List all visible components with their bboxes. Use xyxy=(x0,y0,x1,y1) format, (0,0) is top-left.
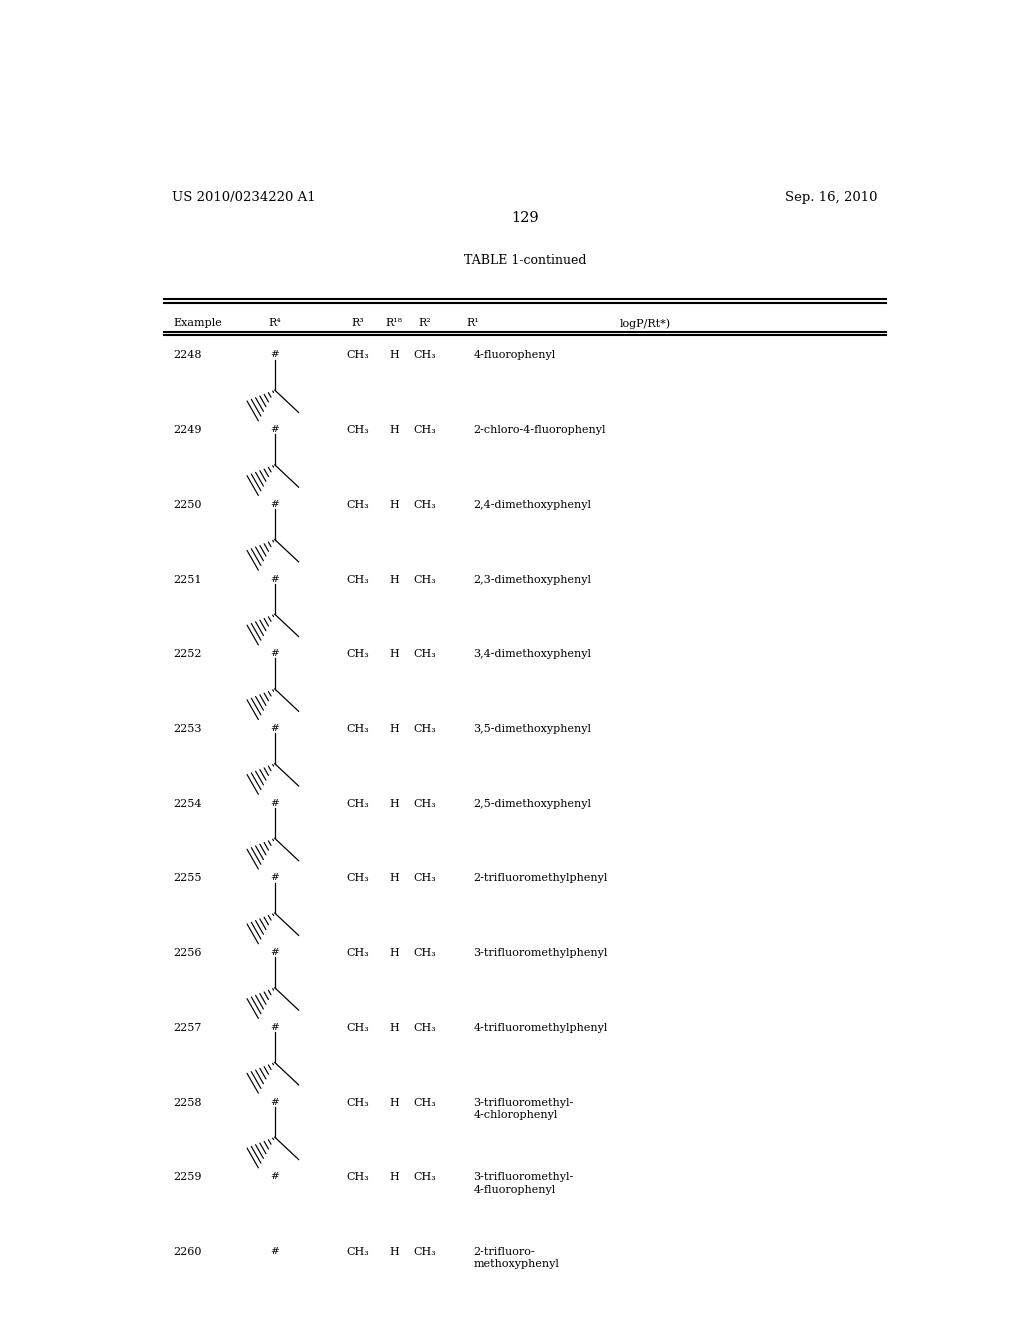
Text: #: # xyxy=(270,1172,280,1181)
Text: CH₃: CH₃ xyxy=(347,1247,370,1257)
Text: #: # xyxy=(270,425,280,434)
Text: logP/Rt*): logP/Rt*) xyxy=(620,318,671,329)
Text: 2-trifluoromethylphenyl: 2-trifluoromethylphenyl xyxy=(473,874,607,883)
Text: CH₃: CH₃ xyxy=(414,725,436,734)
Text: H: H xyxy=(389,351,398,360)
Text: CH₃: CH₃ xyxy=(347,874,370,883)
Text: #: # xyxy=(270,725,280,733)
Text: H: H xyxy=(389,1247,398,1257)
Text: R³: R³ xyxy=(352,318,365,327)
Text: 4-trifluoromethylphenyl: 4-trifluoromethylphenyl xyxy=(473,1023,607,1032)
Text: CH₃: CH₃ xyxy=(414,351,436,360)
Text: Example: Example xyxy=(173,318,222,327)
Text: 2254: 2254 xyxy=(173,799,202,809)
Text: R¹: R¹ xyxy=(467,318,479,327)
Text: TABLE 1-continued: TABLE 1-continued xyxy=(464,253,586,267)
Text: H: H xyxy=(389,649,398,659)
Text: H: H xyxy=(389,425,398,436)
Text: #: # xyxy=(270,1247,280,1255)
Text: #: # xyxy=(270,948,280,957)
Text: #: # xyxy=(270,1097,280,1106)
Text: 2257: 2257 xyxy=(173,1023,202,1032)
Text: #: # xyxy=(270,351,280,359)
Text: #: # xyxy=(270,799,280,808)
Text: 2253: 2253 xyxy=(173,725,202,734)
Text: CH₃: CH₃ xyxy=(347,500,370,510)
Text: CH₃: CH₃ xyxy=(347,351,370,360)
Text: 2,5-dimethoxyphenyl: 2,5-dimethoxyphenyl xyxy=(473,799,591,809)
Text: #: # xyxy=(270,1023,280,1032)
Text: 2259: 2259 xyxy=(173,1172,202,1183)
Text: CH₃: CH₃ xyxy=(414,1247,436,1257)
Text: 2248: 2248 xyxy=(173,351,202,360)
Text: CH₃: CH₃ xyxy=(347,1023,370,1032)
Text: R⁴: R⁴ xyxy=(268,318,282,327)
Text: 2,3-dimethoxyphenyl: 2,3-dimethoxyphenyl xyxy=(473,574,591,585)
Text: CH₃: CH₃ xyxy=(347,1097,370,1107)
Text: CH₃: CH₃ xyxy=(414,649,436,659)
Text: H: H xyxy=(389,725,398,734)
Text: CH₃: CH₃ xyxy=(347,425,370,436)
Text: 2-chloro-4-fluorophenyl: 2-chloro-4-fluorophenyl xyxy=(473,425,606,436)
Text: 2252: 2252 xyxy=(173,649,202,659)
Text: CH₃: CH₃ xyxy=(414,1097,436,1107)
Text: Sep. 16, 2010: Sep. 16, 2010 xyxy=(785,191,878,203)
Text: 2260: 2260 xyxy=(173,1247,202,1257)
Text: 3-trifluoromethyl-
4-fluorophenyl: 3-trifluoromethyl- 4-fluorophenyl xyxy=(473,1172,573,1195)
Text: CH₃: CH₃ xyxy=(414,1023,436,1032)
Text: #: # xyxy=(270,574,280,583)
Text: CH₃: CH₃ xyxy=(347,1172,370,1183)
Text: 2256: 2256 xyxy=(173,948,202,958)
Text: H: H xyxy=(389,574,398,585)
Text: H: H xyxy=(389,799,398,809)
Text: 2255: 2255 xyxy=(173,874,202,883)
Text: 2251: 2251 xyxy=(173,574,202,585)
Text: US 2010/0234220 A1: US 2010/0234220 A1 xyxy=(172,191,315,203)
Text: 2258: 2258 xyxy=(173,1097,202,1107)
Text: 129: 129 xyxy=(511,211,539,226)
Text: H: H xyxy=(389,1172,398,1183)
Text: H: H xyxy=(389,874,398,883)
Text: CH₃: CH₃ xyxy=(414,948,436,958)
Text: CH₃: CH₃ xyxy=(414,574,436,585)
Text: R²: R² xyxy=(419,318,431,327)
Text: CH₃: CH₃ xyxy=(347,574,370,585)
Text: 2250: 2250 xyxy=(173,500,202,510)
Text: 4-fluorophenyl: 4-fluorophenyl xyxy=(473,351,555,360)
Text: 3,5-dimethoxyphenyl: 3,5-dimethoxyphenyl xyxy=(473,725,591,734)
Text: 3-trifluoromethylphenyl: 3-trifluoromethylphenyl xyxy=(473,948,607,958)
Text: CH₃: CH₃ xyxy=(347,799,370,809)
Text: CH₃: CH₃ xyxy=(347,948,370,958)
Text: CH₃: CH₃ xyxy=(414,425,436,436)
Text: 2-trifluoro-
methoxyphenyl: 2-trifluoro- methoxyphenyl xyxy=(473,1247,559,1270)
Text: H: H xyxy=(389,500,398,510)
Text: 2,4-dimethoxyphenyl: 2,4-dimethoxyphenyl xyxy=(473,500,591,510)
Text: H: H xyxy=(389,1097,398,1107)
Text: 2249: 2249 xyxy=(173,425,202,436)
Text: CH₃: CH₃ xyxy=(414,799,436,809)
Text: #: # xyxy=(270,649,280,659)
Text: CH₃: CH₃ xyxy=(347,649,370,659)
Text: CH₃: CH₃ xyxy=(347,725,370,734)
Text: CH₃: CH₃ xyxy=(414,1172,436,1183)
Text: R¹⁸: R¹⁸ xyxy=(385,318,402,327)
Text: H: H xyxy=(389,948,398,958)
Text: H: H xyxy=(389,1023,398,1032)
Text: CH₃: CH₃ xyxy=(414,500,436,510)
Text: 3-trifluoromethyl-
4-chlorophenyl: 3-trifluoromethyl- 4-chlorophenyl xyxy=(473,1097,573,1119)
Text: #: # xyxy=(270,874,280,883)
Text: #: # xyxy=(270,500,280,510)
Text: 3,4-dimethoxyphenyl: 3,4-dimethoxyphenyl xyxy=(473,649,591,659)
Text: CH₃: CH₃ xyxy=(414,874,436,883)
